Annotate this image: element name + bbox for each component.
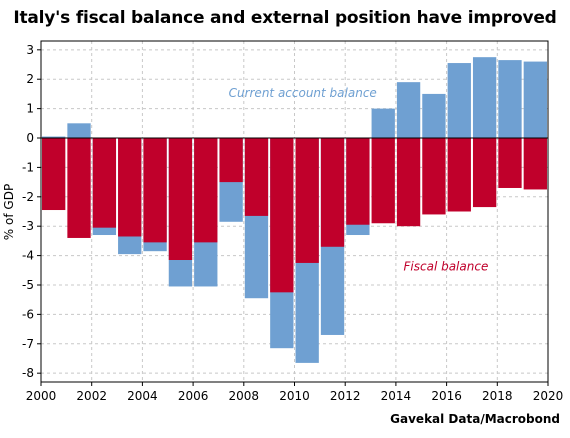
fiscal-balance-bar-2018 bbox=[498, 138, 522, 188]
source-note: Gavekal Data/Macrobond bbox=[390, 412, 560, 426]
y-tick-label: -2 bbox=[22, 190, 34, 204]
current-account-bar-2000 bbox=[42, 136, 66, 139]
chart-title: Italy's fiscal balance and external posi… bbox=[13, 8, 557, 28]
x-tick-label: 2006 bbox=[178, 389, 209, 403]
x-tick-label: 2000 bbox=[26, 389, 57, 403]
x-tick-label: 2016 bbox=[431, 389, 462, 403]
bars bbox=[42, 57, 547, 363]
fiscal-balance-bar-2006 bbox=[194, 138, 218, 243]
fiscal-balance-bar-2008 bbox=[244, 138, 269, 216]
fiscal-balance-bar-2011 bbox=[320, 138, 345, 247]
axes: 3 2 1 0 -1 -2 -3 -4 -5 -6 -7 -8 2000 2002 2004 2006 2008… bbox=[22, 40, 564, 403]
y-tick-label: -7 bbox=[22, 337, 34, 351]
fiscal-balance-bar-2015 bbox=[422, 138, 446, 215]
y-tick-label: -1 bbox=[22, 160, 34, 174]
y-tick-label: -5 bbox=[22, 278, 34, 292]
fiscal-balance-bar-2019 bbox=[523, 138, 547, 190]
x-tick-label: 2020 bbox=[533, 389, 564, 403]
x-tick-label: 2008 bbox=[229, 389, 260, 403]
y-tick-label: -8 bbox=[22, 366, 34, 380]
y-tick-label: -4 bbox=[22, 249, 34, 263]
fiscal-balance-bar-2007 bbox=[219, 138, 243, 183]
plot-frame bbox=[40, 40, 549, 383]
x-tick-label: 2002 bbox=[76, 389, 107, 403]
fiscal-balance-bar-2001 bbox=[67, 138, 91, 238]
fiscal-balance-bar-2004 bbox=[143, 138, 167, 243]
y-tick-label: -3 bbox=[22, 219, 34, 233]
current-account-bar-2017 bbox=[472, 57, 497, 139]
current-account-bar-2016 bbox=[447, 63, 471, 139]
current-account-bar-2013 bbox=[371, 108, 395, 139]
fiscal-balance-bar-2003 bbox=[118, 138, 142, 237]
current-account-bar-2001 bbox=[67, 123, 91, 139]
x-tick-label: 2018 bbox=[482, 389, 513, 403]
y-tick-label: -6 bbox=[22, 307, 34, 321]
current-account-bar-2014 bbox=[396, 82, 421, 139]
y-tick-label: 0 bbox=[26, 131, 34, 145]
y-axis-label: % of GDP bbox=[2, 184, 16, 240]
fiscal-balance-bar-2002 bbox=[92, 138, 117, 228]
x-tick-label: 2012 bbox=[330, 389, 361, 403]
fiscal-balance-bar-2009 bbox=[270, 138, 294, 293]
current-account-bar-2018 bbox=[498, 60, 522, 139]
fiscal-balance-bar-2005 bbox=[168, 138, 193, 261]
x-tick-label: 2004 bbox=[127, 389, 158, 403]
y-tick-label: 2 bbox=[26, 72, 34, 86]
fiscal-balance-bar-2014 bbox=[396, 138, 421, 227]
fiscal-balance-bar-2016 bbox=[447, 138, 471, 212]
fiscal-balance-bar-2013 bbox=[371, 138, 395, 224]
fiscal-balance-label: Fiscal balance bbox=[404, 259, 489, 273]
annotations: Current account balance Fiscal balance bbox=[229, 86, 489, 273]
current-account-label: Current account balance bbox=[229, 86, 377, 100]
x-tick-label: 2014 bbox=[381, 389, 412, 403]
fiscal-balance-bar-2017 bbox=[472, 138, 497, 208]
fiscal-balance-bar-2000 bbox=[42, 138, 66, 211]
y-tick-label: 1 bbox=[26, 102, 34, 116]
y-tick-label: 3 bbox=[26, 43, 34, 57]
current-account-bar-2019 bbox=[523, 61, 547, 139]
fiscal-balance-bar-2012 bbox=[346, 138, 370, 225]
fiscal-balance-bar-2010 bbox=[295, 138, 319, 263]
x-tick-label: 2010 bbox=[279, 389, 310, 403]
current-account-bar-2015 bbox=[422, 93, 446, 139]
